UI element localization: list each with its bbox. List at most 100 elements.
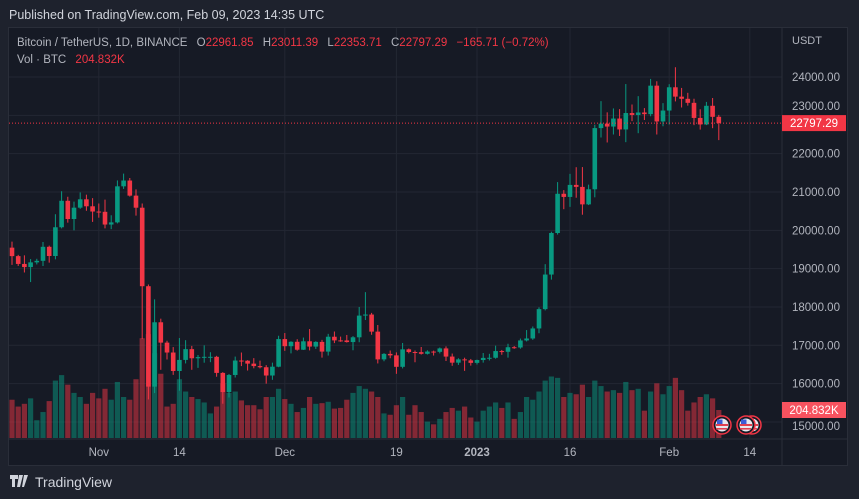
candle-body <box>220 372 226 393</box>
candle <box>46 245 52 263</box>
volume-bar <box>245 405 251 438</box>
candle-body <box>406 349 412 353</box>
candle <box>567 173 573 207</box>
candle-body <box>697 117 703 125</box>
volume-bar <box>121 396 127 438</box>
flag-stripe <box>740 428 751 430</box>
candle <box>121 173 126 189</box>
candle <box>406 348 412 354</box>
tradingview-footer[interactable]: TradingView <box>10 474 112 490</box>
candle <box>412 350 418 363</box>
candle-body <box>59 200 64 228</box>
candle-body <box>623 113 629 130</box>
candle <box>697 109 703 130</box>
candle <box>201 345 207 363</box>
candle-body <box>518 340 523 348</box>
candle-body <box>84 199 89 207</box>
candle-body <box>611 118 616 127</box>
candle-body <box>263 367 269 376</box>
candle <box>592 124 598 198</box>
candle-body <box>251 363 257 367</box>
candle <box>158 318 164 370</box>
volume-bar <box>65 384 71 438</box>
low-label: L <box>327 37 334 49</box>
volume-bar <box>207 413 213 438</box>
candle <box>468 358 474 366</box>
candle-body <box>635 112 641 115</box>
candle-body <box>139 207 145 287</box>
candle-body <box>164 342 170 353</box>
volume-bar <box>28 398 34 438</box>
low-value: 22353.71 <box>333 37 382 49</box>
candle-body <box>673 87 678 97</box>
volume-bar <box>325 401 331 438</box>
last-volume-badge <box>782 402 846 418</box>
volume-bar <box>393 405 399 438</box>
candle-body <box>332 336 337 341</box>
volume-bar <box>9 399 15 438</box>
y-tick-label: 24000.00 <box>792 72 840 84</box>
candle <box>139 203 145 339</box>
candles <box>9 67 722 404</box>
candle-body <box>108 222 114 225</box>
brand-name: TradingView <box>35 474 113 490</box>
y-tick-label: 23000.00 <box>792 101 840 113</box>
candle-body <box>257 366 263 368</box>
volume-bar <box>313 403 319 438</box>
candle-body <box>350 337 356 343</box>
candle-body <box>592 128 598 190</box>
candle-body <box>270 366 275 376</box>
candle <box>220 372 226 404</box>
candle <box>549 231 554 280</box>
candle <box>96 203 102 218</box>
candle-body <box>598 123 604 129</box>
candle-body <box>189 349 195 359</box>
candle-body <box>195 357 201 359</box>
y-tick-label: 18000.00 <box>792 302 840 314</box>
volume-bar <box>362 388 368 438</box>
legend: Bitcoin / TetherUS, 1D, BINANCE O22961.8… <box>17 35 549 69</box>
candle-body <box>22 263 27 268</box>
us-event-flag-icon[interactable] <box>736 415 756 435</box>
candle-body <box>704 105 709 125</box>
volume-bar <box>387 414 393 438</box>
open-value: 22961.85 <box>205 37 254 49</box>
candle-body <box>580 186 585 205</box>
candle <box>133 189 139 216</box>
candle-body <box>282 339 288 347</box>
volume-bar <box>406 414 412 438</box>
volume-bar <box>83 403 89 438</box>
candle-body <box>567 184 573 197</box>
volume-bar <box>276 388 282 438</box>
volume-bar <box>666 386 672 438</box>
candle-body <box>443 348 449 357</box>
volume-bar <box>610 390 616 438</box>
candle-body <box>449 356 455 363</box>
candle-body <box>524 338 529 341</box>
candle-body <box>325 336 331 352</box>
candle-body <box>381 353 387 360</box>
volume-value: 204.832K <box>75 54 125 66</box>
candle-body <box>418 352 424 354</box>
volume-bar <box>139 338 145 438</box>
volume-bar <box>195 399 201 438</box>
x-tick-label: 14 <box>173 447 186 459</box>
volume-bar <box>46 401 52 438</box>
volume-bar <box>431 424 437 438</box>
currency-label: USDT <box>792 35 822 47</box>
candle <box>654 81 660 135</box>
y-tick-label: 22000.00 <box>792 149 840 161</box>
us-event-flag-icon[interactable] <box>712 415 732 435</box>
candle <box>84 194 89 211</box>
candle <box>431 350 436 356</box>
volume-bar <box>77 396 83 438</box>
volume-bar <box>15 406 21 438</box>
volume-bar <box>300 407 306 438</box>
candle <box>301 337 306 350</box>
candle-body <box>716 116 722 124</box>
candle <box>518 338 523 349</box>
volume-bar <box>189 396 195 438</box>
candle-body <box>487 357 492 359</box>
candle-body <box>666 87 672 111</box>
